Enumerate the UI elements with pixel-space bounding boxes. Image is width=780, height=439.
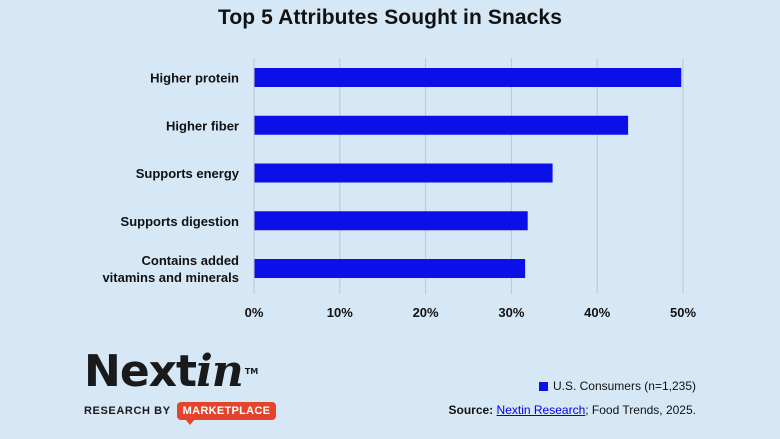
legend-swatch xyxy=(538,381,548,391)
x-tick-label: 30% xyxy=(498,305,524,320)
bar-3 xyxy=(254,211,528,231)
category-label: Higher protein xyxy=(150,71,239,86)
bar-2 xyxy=(254,163,553,183)
nextin-logo: Nextin TM RESEARCH BY MARKETPLACE xyxy=(84,346,277,425)
x-tick-label: 10% xyxy=(327,305,353,320)
x-tick-label: 0% xyxy=(245,305,264,320)
chart-legend: U.S. Consumers (n=1,235) xyxy=(538,379,696,393)
source-prefix: Source: xyxy=(448,403,494,417)
x-tick-label: 20% xyxy=(413,305,439,320)
source-suffix: ; Food Trends, 2025. xyxy=(585,403,696,417)
chart-title: Top 5 Attributes Sought in Snacks xyxy=(218,6,562,29)
x-tick-label: 40% xyxy=(584,305,610,320)
bar-1 xyxy=(254,115,629,135)
category-label: Supports energy xyxy=(136,166,240,181)
marketplace-badge: MARKETPLACE xyxy=(176,402,277,425)
source-note: Source: Nextin Research; Food Trends, 20… xyxy=(449,403,697,417)
category-label: Contains added vitamins and minerals xyxy=(102,253,239,285)
category-label: Higher fiber xyxy=(166,118,239,133)
logo-tagline: RESEARCH BY MARKETPLACE xyxy=(84,402,277,425)
bar-chart: 0% 10% 20% 30% 40% 50% Higher protein Higher fi… xyxy=(102,58,696,320)
logo-wordmark: Nextin TM xyxy=(84,346,259,397)
bar-0 xyxy=(254,68,682,87)
bar-4 xyxy=(254,259,526,278)
logo-research-by: RESEARCH BY xyxy=(84,405,171,417)
category-label: Supports digestion xyxy=(121,214,240,229)
legend-label: U.S. Consumers (n=1,235) xyxy=(552,379,696,393)
x-tick-label: 50% xyxy=(670,305,696,320)
source-link[interactable]: Nextin Research xyxy=(496,403,586,417)
